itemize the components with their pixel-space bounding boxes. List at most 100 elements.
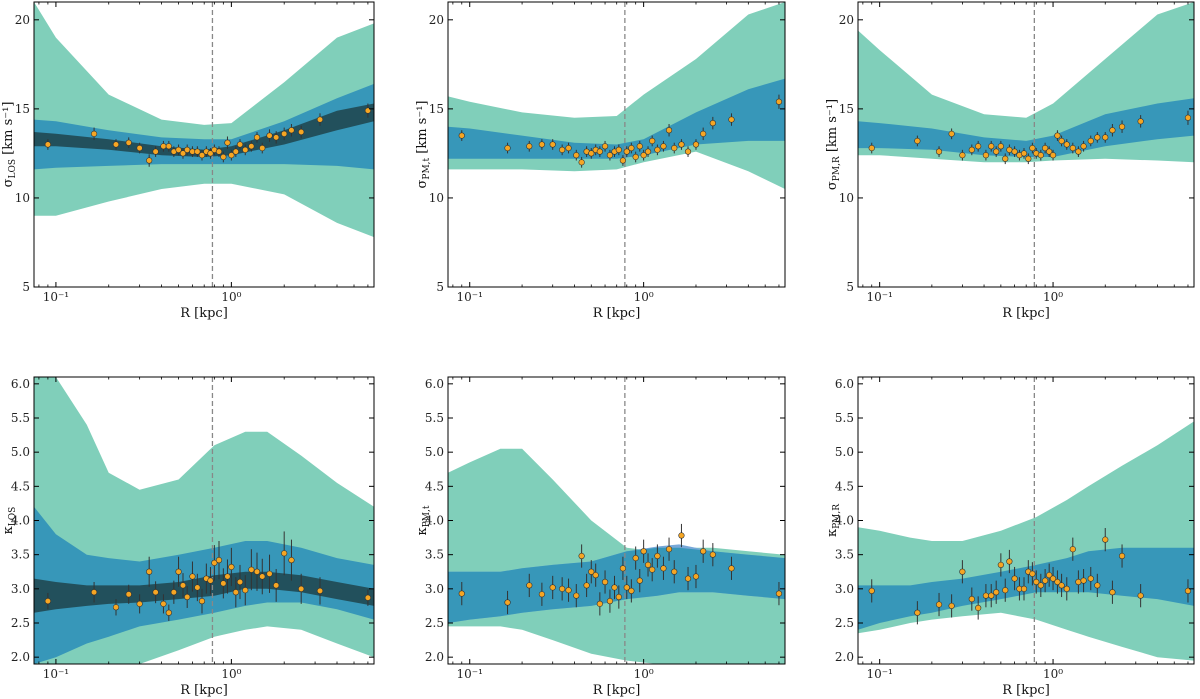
y-axis-label: σPM,R [km s⁻¹] (825, 99, 842, 190)
data-point (526, 582, 533, 589)
x-tick-label: 10⁰ (1043, 667, 1063, 681)
data-point (649, 566, 656, 573)
data-point (623, 148, 630, 155)
data-point (968, 146, 975, 153)
data-point (125, 139, 132, 146)
panel-3: 10⁻¹ 10⁰ 5 10 15 20 R [kpc] σPM,R [km s⁻¹] (825, 1, 1195, 321)
data-point (1118, 123, 1126, 130)
outer-credible-band (34, 2, 374, 238)
data-point (232, 148, 239, 155)
data-point (538, 591, 545, 598)
data-point (1094, 582, 1101, 589)
y-tick-label: 5.0 (425, 445, 444, 459)
data-point (1011, 148, 1018, 155)
y-tick-label: 20 (429, 13, 444, 27)
x-tick-label: 10⁻¹ (457, 667, 483, 681)
data-point (1029, 144, 1036, 152)
data-point (709, 551, 716, 558)
data-point (596, 600, 603, 607)
data-point (1087, 137, 1094, 145)
data-point (868, 587, 875, 594)
data-point (136, 600, 143, 607)
data-point (1002, 155, 1009, 162)
data-point (44, 141, 51, 148)
data-point (700, 130, 707, 137)
x-axis-label: R [kpc] (180, 306, 228, 321)
data-point (298, 585, 305, 592)
data-point (1109, 589, 1116, 596)
data-point (273, 582, 280, 589)
data-point (588, 568, 595, 575)
data-point (1006, 558, 1013, 565)
x-tick-label: 10⁰ (634, 667, 654, 681)
data-point (948, 602, 955, 610)
data-point (660, 565, 667, 572)
data-point (684, 575, 692, 582)
y-label-subscript: PM,R (832, 504, 842, 529)
data-point (935, 601, 943, 608)
data-point (619, 157, 627, 164)
data-point (228, 563, 235, 571)
data-point (1037, 582, 1044, 589)
y-tick-label: 3.0 (835, 582, 854, 596)
data-point (559, 585, 566, 592)
y-tick-label: 4.0 (835, 514, 854, 528)
data-point (640, 548, 647, 555)
data-point (198, 152, 206, 159)
data-point (968, 595, 975, 603)
data-point (993, 148, 1000, 155)
data-point (601, 143, 609, 150)
plot-area (858, 377, 1194, 664)
data-point (1080, 143, 1087, 150)
middle-credible-band (858, 98, 1194, 157)
data-point (1033, 578, 1040, 586)
y-tick-label: 5.5 (835, 411, 854, 425)
data-point (273, 134, 280, 141)
y-tick-label: 3.5 (835, 548, 854, 562)
plot-area (34, 377, 374, 664)
data-point (281, 550, 288, 557)
data-point (1184, 587, 1192, 594)
data-point (1046, 148, 1053, 155)
data-point (215, 148, 223, 155)
data-point (220, 580, 227, 587)
data-point (615, 593, 622, 601)
data-point (458, 132, 465, 139)
data-point (988, 143, 995, 150)
y-tick-label: 2.5 (425, 616, 444, 630)
data-point (1094, 134, 1101, 141)
panel-2: 10⁻¹ 10⁰ 5 10 15 20 R [kpc] σPM,t [km s⁻¹] (415, 1, 786, 321)
data-point (549, 141, 556, 148)
data-point (997, 143, 1004, 150)
data-point (1080, 577, 1087, 584)
data-point (266, 570, 273, 577)
inner-credible-band (34, 103, 374, 157)
y-tick-label: 5 (846, 280, 854, 294)
data-point (1075, 578, 1082, 586)
y-label-symbol: κ (415, 527, 430, 535)
data-point (248, 143, 255, 150)
y-tick-label: 20 (839, 13, 854, 27)
y-tick-label: 4.0 (425, 514, 444, 528)
middle-credible-band (448, 78, 785, 159)
data-point (236, 578, 244, 586)
data-point (179, 582, 187, 589)
inner-credible-band (34, 571, 374, 613)
data-point (632, 554, 639, 562)
data-point (112, 604, 120, 611)
data-point (684, 148, 692, 155)
data-point (1109, 127, 1116, 134)
x-axis-label: R [kpc] (593, 306, 641, 321)
data-point (640, 152, 647, 159)
data-point (1058, 582, 1065, 589)
y-label-symbol: σ (825, 181, 840, 190)
data-point (160, 600, 167, 607)
data-point (775, 98, 783, 105)
data-point (628, 587, 635, 594)
data-point (184, 593, 191, 601)
data-point (189, 573, 196, 580)
data-point (288, 127, 295, 134)
y-tick-label: 6.0 (11, 377, 30, 391)
data-point (288, 557, 295, 564)
